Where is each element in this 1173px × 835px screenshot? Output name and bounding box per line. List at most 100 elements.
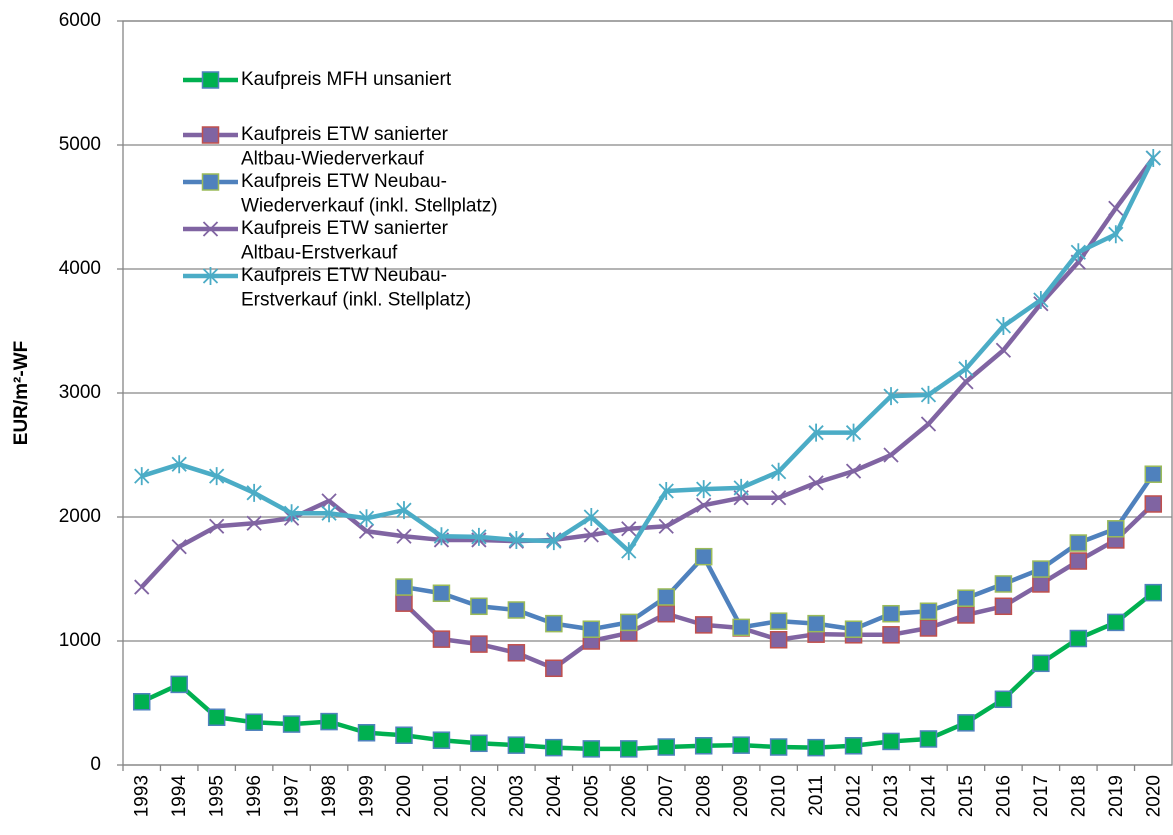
x-tick-label: 2010 [769, 775, 790, 817]
marker [395, 578, 413, 596]
marker [1108, 225, 1124, 244]
marker [845, 463, 862, 479]
marker [694, 616, 713, 634]
legend-marker [201, 71, 220, 89]
marker [132, 693, 151, 711]
marker [432, 731, 451, 749]
marker [396, 501, 412, 520]
legend-marker [201, 173, 220, 191]
x-tick-label: 2008 [694, 775, 715, 817]
marker [432, 584, 451, 603]
marker [357, 724, 376, 742]
marker [395, 594, 413, 612]
x-tick-label: 2001 [431, 775, 452, 817]
legend-label: Kaufpreis ETW sanierter [241, 218, 449, 239]
y-tick-label: 3000 [59, 382, 101, 403]
marker [171, 455, 187, 474]
marker [658, 481, 674, 500]
marker [957, 589, 975, 607]
x-tick-label: 1999 [357, 775, 378, 817]
x-tick-label: 2000 [394, 775, 415, 817]
marker [769, 631, 788, 649]
marker [1070, 243, 1086, 262]
marker [807, 614, 825, 633]
x-tick-label: 1994 [169, 775, 190, 818]
legend-label: Altbau-Erstverkauf [241, 243, 398, 264]
marker [844, 737, 863, 755]
marker [508, 530, 525, 549]
legend-marker [202, 267, 219, 285]
marker [770, 462, 787, 481]
legend-label: Kaufpreis ETW Neubau- [241, 171, 447, 192]
marker [1144, 465, 1163, 483]
marker [396, 528, 412, 544]
series-line [141, 157, 1156, 554]
legend-label: Kaufpreis ETW sanierter [241, 124, 449, 145]
marker [958, 374, 974, 390]
marker [995, 317, 1012, 336]
marker [694, 737, 713, 755]
marker [919, 619, 938, 637]
marker [995, 342, 1012, 358]
legend-label: Kaufpreis ETW Neubau- [241, 265, 447, 286]
marker [732, 736, 750, 754]
marker [134, 467, 150, 486]
marker [732, 618, 750, 637]
marker [770, 490, 787, 506]
x-tick-label: 1997 [282, 775, 303, 817]
marker [1107, 520, 1125, 538]
x-tick-label: 2003 [506, 775, 527, 817]
marker [134, 579, 150, 595]
marker [1069, 534, 1088, 552]
marker [209, 467, 225, 486]
x-tick-label: 2004 [544, 775, 565, 818]
marker [920, 416, 937, 432]
y-tick-label: 1000 [59, 630, 101, 651]
marker [844, 620, 863, 638]
marker [545, 614, 563, 633]
marker [620, 740, 638, 758]
marker [920, 385, 937, 404]
marker [919, 602, 938, 620]
marker [919, 730, 938, 748]
marker [621, 542, 637, 561]
y-tick-label: 0 [90, 754, 101, 775]
marker [246, 483, 262, 502]
marker [657, 604, 675, 623]
x-tick-label: 2007 [656, 775, 677, 817]
marker [470, 734, 488, 753]
marker [545, 738, 563, 757]
marker [958, 359, 974, 378]
x-tick-label: 2013 [881, 775, 902, 817]
marker [209, 518, 225, 534]
x-tick-label: 1998 [319, 775, 340, 817]
x-tick-label: 2011 [806, 775, 827, 816]
marker [845, 423, 862, 442]
marker [395, 726, 413, 744]
marker [808, 475, 824, 491]
marker [994, 575, 1013, 593]
marker [1032, 560, 1050, 578]
marker [321, 493, 337, 509]
marker [769, 612, 788, 630]
marker [657, 738, 675, 756]
marker [470, 597, 488, 616]
marker [471, 527, 487, 546]
y-tick-label: 2000 [59, 506, 101, 527]
marker [733, 478, 749, 497]
marker [583, 508, 599, 526]
marker [582, 620, 601, 638]
series [395, 495, 1163, 678]
x-tick-label: 1993 [132, 775, 153, 817]
y-tick-label: 4000 [59, 258, 101, 279]
marker [1033, 291, 1049, 309]
marker [507, 601, 526, 619]
marker [694, 547, 713, 566]
marker [1108, 200, 1124, 216]
marker [883, 447, 899, 463]
x-tick-label: 2006 [619, 775, 640, 817]
marker [1145, 149, 1161, 168]
marker [358, 509, 375, 528]
marker [246, 515, 262, 531]
